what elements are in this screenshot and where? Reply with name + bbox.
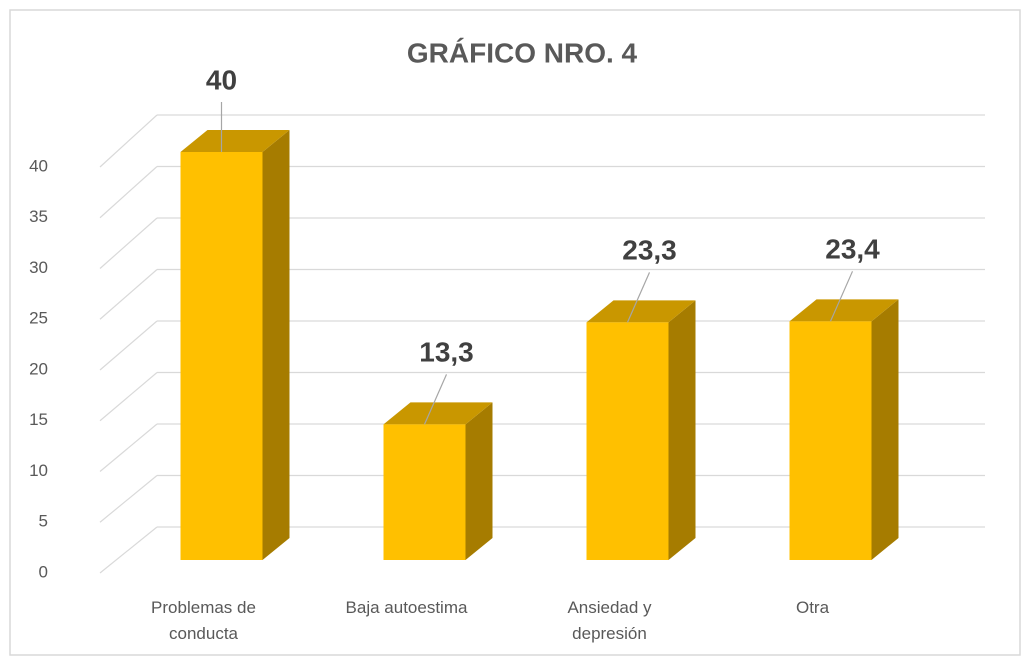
- y-tick-label: 30: [29, 258, 48, 277]
- leader-line: [626, 272, 651, 323]
- leader-line: [423, 374, 448, 425]
- bar-side: [668, 300, 696, 560]
- bar: [180, 152, 263, 560]
- bar-top: [586, 300, 696, 323]
- grid-line-side: [99, 320, 158, 371]
- data-label: 23,4: [825, 234, 880, 265]
- grid-line-side: [99, 114, 158, 168]
- y-tick-label: 10: [29, 461, 48, 480]
- y-tick-label: 20: [29, 359, 48, 378]
- x-tick-label: Otra: [795, 598, 830, 617]
- y-tick-label: 5: [39, 512, 48, 531]
- y-tick-label: 35: [29, 207, 48, 226]
- data-label: 23,3: [622, 235, 677, 266]
- y-tick-label: 25: [29, 309, 48, 328]
- leader-line: [829, 271, 854, 322]
- grid-line-side: [99, 372, 158, 422]
- bar: [789, 321, 872, 560]
- bar-side: [262, 130, 290, 560]
- bar: [586, 322, 669, 560]
- y-tick-label: 15: [29, 410, 48, 429]
- bar-top: [789, 299, 899, 322]
- bar-top: [180, 130, 290, 152]
- chart-title: GRÁFICO NRO. 4: [407, 37, 638, 68]
- bar: [383, 424, 466, 560]
- data-label: 40: [206, 64, 237, 95]
- grid-line-side: [99, 269, 158, 320]
- grid-line-side: [99, 423, 158, 472]
- bar-side: [871, 299, 899, 560]
- x-tick-label: Problemas de conducta: [151, 598, 256, 643]
- y-tick-label: 0: [39, 562, 48, 581]
- y-tick-label: 40: [29, 156, 48, 175]
- bar-top: [383, 402, 493, 425]
- grid-line-side: [99, 475, 158, 523]
- x-tick-label: Baja autoestima: [345, 598, 468, 617]
- grid-line-side: [99, 217, 158, 269]
- x-tick-label: Ansiedad y depresión: [567, 598, 652, 643]
- data-label: 13,3: [419, 337, 474, 368]
- bar-side: [465, 402, 493, 560]
- grid-line-side: [99, 166, 158, 219]
- grid-line-side: [99, 526, 158, 574]
